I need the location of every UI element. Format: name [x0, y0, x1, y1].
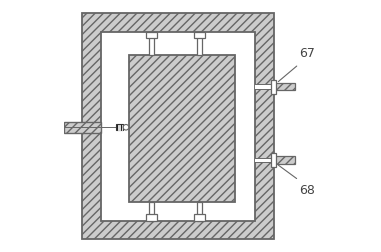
- Bar: [101, 32, 255, 220]
- Bar: [146, 214, 157, 220]
- Text: 68: 68: [299, 184, 315, 197]
- Bar: [64, 122, 101, 133]
- Bar: [194, 32, 205, 38]
- Bar: [197, 202, 202, 220]
- Bar: [197, 32, 202, 55]
- Circle shape: [123, 124, 129, 130]
- Text: 67: 67: [299, 47, 315, 60]
- Bar: [82, 13, 274, 239]
- Bar: [194, 214, 205, 220]
- Bar: [146, 32, 157, 38]
- Bar: [129, 55, 235, 202]
- Bar: [255, 158, 274, 163]
- Bar: [274, 83, 295, 90]
- Bar: [116, 124, 123, 130]
- Bar: [255, 84, 274, 89]
- Bar: [149, 202, 154, 220]
- Bar: [271, 153, 276, 167]
- Bar: [149, 32, 154, 55]
- Bar: [274, 156, 295, 164]
- Bar: [271, 80, 276, 94]
